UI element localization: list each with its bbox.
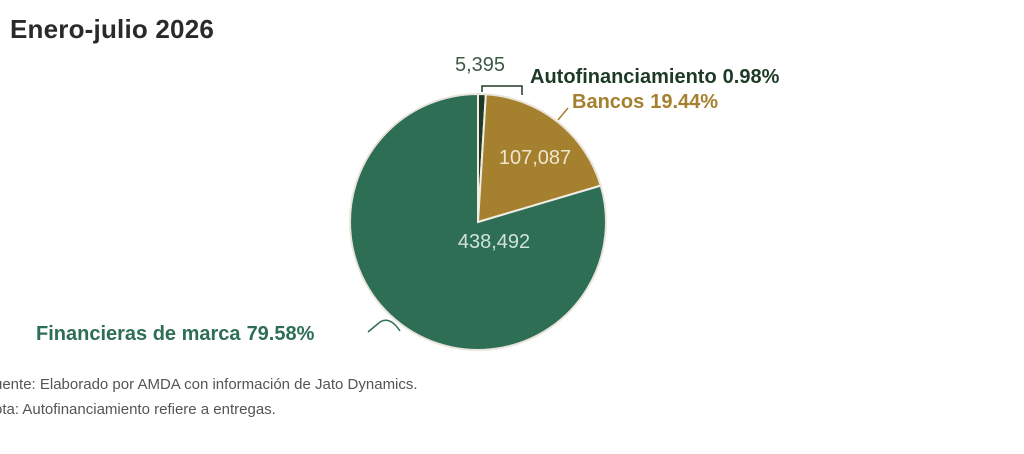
value-label-financieras-de-marca: 438,492 — [458, 231, 530, 253]
value-label-bancos: 107,087 — [499, 147, 571, 169]
category-name: Bancos — [572, 91, 644, 113]
footnotes: uente: Elaborado por AMDA con informació… — [0, 372, 418, 422]
pie-outline — [349, 93, 607, 351]
leader-line-autofinanciamiento — [481, 85, 523, 95]
category-label-bancos: Bancos 19.44% — [572, 91, 718, 113]
value-label-autofinanciamiento: 5,395 — [455, 54, 505, 76]
nota-note: ota: Autofinanciamiento refiere a entreg… — [0, 401, 276, 418]
category-percent: 19.44% — [650, 91, 718, 113]
category-percent: 0.98% — [723, 66, 780, 88]
source-note: uente: Elaborado por AMDA con informació… — [0, 376, 418, 393]
category-name: Autofinanciamiento — [530, 66, 717, 88]
leader-line-financieras-de-marca — [367, 319, 401, 333]
leader-line-bancos — [557, 107, 569, 121]
category-name: Financieras de marca — [36, 323, 241, 345]
chart-title: Enero-julio 2026 — [10, 14, 215, 44]
category-label-autofinanciamiento: Autofinanciamiento 0.98% — [530, 66, 780, 88]
category-percent: 79.58% — [247, 323, 315, 345]
category-label-financieras-de-marca: Financieras de marca 79.58% — [36, 323, 315, 345]
